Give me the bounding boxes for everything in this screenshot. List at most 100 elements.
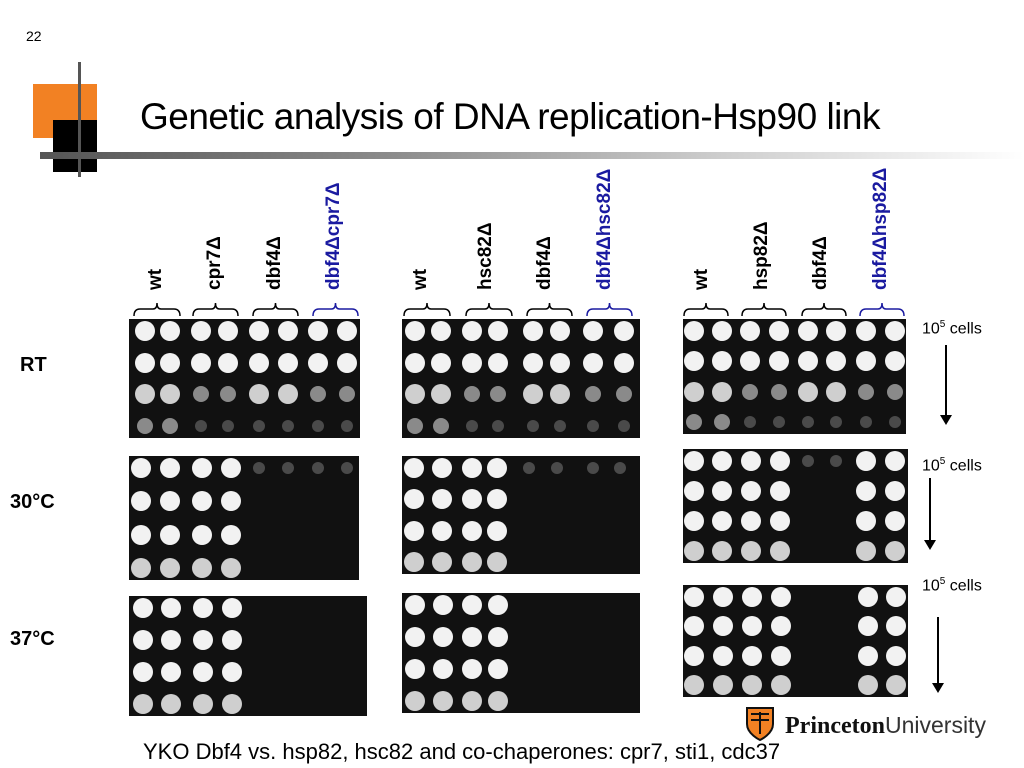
agar-plate <box>683 585 908 697</box>
logo-university: University <box>884 712 986 738</box>
column-braces <box>133 302 905 317</box>
cells-label-rt: 105 cells <box>922 319 982 338</box>
row-label-30c: 30°C <box>10 491 55 513</box>
colony-spot <box>192 524 212 545</box>
colony-spot <box>278 352 298 373</box>
colony-spot <box>249 384 269 405</box>
colony-spot <box>614 352 634 373</box>
colony-spot <box>587 420 599 432</box>
colony-spot <box>310 386 326 403</box>
colony-spot <box>583 352 603 373</box>
colony-spot <box>487 458 507 478</box>
colony-spot <box>858 587 878 607</box>
colony-spot <box>798 381 818 402</box>
colony-spot <box>160 491 180 512</box>
colony-spot <box>684 451 704 471</box>
colony-spot <box>887 383 903 400</box>
colony-spot <box>886 587 906 607</box>
cells-label-37c: 105 cells <box>922 576 982 595</box>
colony-spot <box>249 321 269 341</box>
colony-spot <box>527 420 539 432</box>
colony-spot <box>282 462 294 474</box>
colony-spot <box>405 659 425 679</box>
colony-spot <box>195 420 207 432</box>
agar-plate <box>402 319 640 438</box>
colony-spot <box>826 321 846 341</box>
colony-spot <box>131 491 151 512</box>
colony-spot <box>712 541 732 561</box>
colony-spot <box>488 321 508 341</box>
colony-spot <box>337 352 357 373</box>
colony-spot <box>802 455 814 467</box>
colony-spot <box>712 511 732 531</box>
colony-spot <box>830 455 842 467</box>
colony-spot <box>339 386 355 403</box>
column-brace <box>741 302 787 317</box>
colony-spot <box>462 520 482 541</box>
colony-spot <box>771 616 791 637</box>
colony-spot <box>222 630 242 650</box>
colony-spot <box>886 616 906 637</box>
colony-spot <box>713 587 733 607</box>
colony-spot <box>583 321 603 341</box>
colony-spot <box>744 416 756 428</box>
colony-spot <box>135 384 155 405</box>
colony-spot <box>462 552 482 572</box>
colony-spot <box>222 420 234 432</box>
colony-spot <box>160 321 180 341</box>
cells-unit: cells <box>945 457 982 475</box>
colony-spot <box>712 481 732 501</box>
colony-spot <box>432 520 452 541</box>
colony-spot <box>278 384 298 405</box>
colony-spot <box>308 352 328 373</box>
colony-spot <box>135 321 155 341</box>
colony-spot <box>742 645 762 666</box>
colony-spot <box>860 416 872 428</box>
colony-spot <box>587 462 599 474</box>
colony-spot <box>684 541 704 561</box>
colony-spot <box>614 462 626 474</box>
colony-spot <box>490 386 506 403</box>
colony-spot <box>741 451 761 471</box>
colony-spot <box>462 489 482 510</box>
colony-spot <box>487 520 507 541</box>
column-brace <box>586 302 633 317</box>
colony-spot <box>769 321 789 341</box>
colony-spot <box>614 321 634 341</box>
title-underline <box>40 152 1024 159</box>
slide-number: 22 <box>26 28 42 44</box>
colony-spot <box>462 352 482 373</box>
colony-spot <box>133 598 153 618</box>
colony-spot <box>885 541 905 561</box>
column-brace <box>859 302 905 317</box>
colony-spot <box>550 321 570 341</box>
colony-spot <box>886 645 906 666</box>
colony-spot <box>192 558 212 578</box>
colony-spot <box>341 420 353 432</box>
colony-spot <box>160 384 180 405</box>
colony-spot <box>885 481 905 501</box>
colony-spot <box>160 352 180 373</box>
colony-spot <box>312 462 324 474</box>
colony-spot <box>684 351 704 372</box>
colony-spot <box>433 659 453 679</box>
colony-spot <box>858 675 878 695</box>
colony-spot <box>550 352 570 373</box>
colony-spot <box>741 481 761 501</box>
colony-spot <box>221 558 241 578</box>
cells-base: 10 <box>922 577 940 595</box>
colony-spot <box>433 418 449 434</box>
colony-spot <box>162 418 178 434</box>
column-brace <box>526 302 573 317</box>
colony-spot <box>160 558 180 578</box>
agar-plate <box>402 593 640 713</box>
colony-spot <box>885 351 905 372</box>
colony-spot <box>714 414 730 430</box>
colony-spot <box>193 694 213 714</box>
colony-spot <box>220 386 236 403</box>
colony-spot <box>742 616 762 637</box>
colony-spot <box>798 351 818 372</box>
colony-spot <box>404 552 424 572</box>
colony-spot <box>684 511 704 531</box>
colony-spot <box>802 416 814 428</box>
